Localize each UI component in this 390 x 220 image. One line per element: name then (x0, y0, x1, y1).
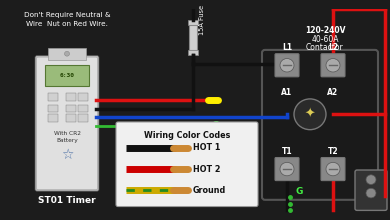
Bar (48, 105, 58, 112)
Text: A2: A2 (328, 88, 339, 97)
Circle shape (366, 175, 376, 184)
Text: Contactor: Contactor (306, 43, 344, 52)
Circle shape (326, 59, 340, 72)
Bar (66, 93, 76, 101)
Bar (78, 93, 88, 101)
FancyBboxPatch shape (275, 54, 299, 77)
Circle shape (294, 99, 326, 130)
Bar (48, 48, 86, 61)
Text: 40-60A: 40-60A (311, 35, 339, 44)
Text: With CR2: With CR2 (53, 131, 80, 136)
Circle shape (64, 51, 69, 56)
Text: L2: L2 (328, 43, 338, 52)
FancyBboxPatch shape (116, 122, 258, 207)
Bar (188, 50, 198, 55)
Circle shape (280, 162, 294, 176)
Bar (66, 114, 76, 122)
Text: Battery: Battery (56, 138, 78, 143)
Text: Don't Require Neutral &: Don't Require Neutral & (24, 12, 110, 18)
Bar (188, 20, 198, 25)
Bar (189, 25, 197, 50)
FancyBboxPatch shape (321, 158, 345, 181)
Text: G: G (212, 121, 219, 130)
Text: L1: L1 (282, 43, 292, 52)
Text: T1: T1 (282, 147, 292, 156)
Circle shape (280, 59, 294, 72)
Bar (45, 65, 89, 86)
Text: HOT 1: HOT 1 (193, 143, 220, 152)
Text: 6:30: 6:30 (60, 73, 74, 78)
FancyBboxPatch shape (355, 170, 387, 210)
Text: T2: T2 (328, 147, 338, 156)
Text: ST01 Timer: ST01 Timer (38, 196, 96, 205)
Text: ✦: ✦ (305, 108, 315, 121)
FancyBboxPatch shape (35, 56, 99, 191)
Text: Wire  Nut on Red Wire.: Wire Nut on Red Wire. (26, 21, 108, 27)
Bar (78, 114, 88, 122)
FancyBboxPatch shape (37, 57, 98, 190)
FancyBboxPatch shape (275, 158, 299, 181)
Bar (66, 105, 76, 112)
Text: Ground: Ground (193, 186, 226, 195)
Text: 120-240V: 120-240V (305, 26, 345, 35)
Text: A1: A1 (282, 88, 292, 97)
Text: G: G (295, 187, 302, 196)
FancyBboxPatch shape (321, 54, 345, 77)
Circle shape (366, 188, 376, 198)
Text: 15A Fuse: 15A Fuse (199, 5, 205, 35)
Bar (48, 114, 58, 122)
Bar (48, 93, 58, 101)
Text: HOT 2: HOT 2 (193, 165, 220, 174)
Circle shape (326, 162, 340, 176)
Text: ☆: ☆ (61, 148, 73, 162)
Text: Wiring Color Codes: Wiring Color Codes (144, 131, 230, 140)
Bar (78, 105, 88, 112)
FancyBboxPatch shape (262, 50, 378, 200)
